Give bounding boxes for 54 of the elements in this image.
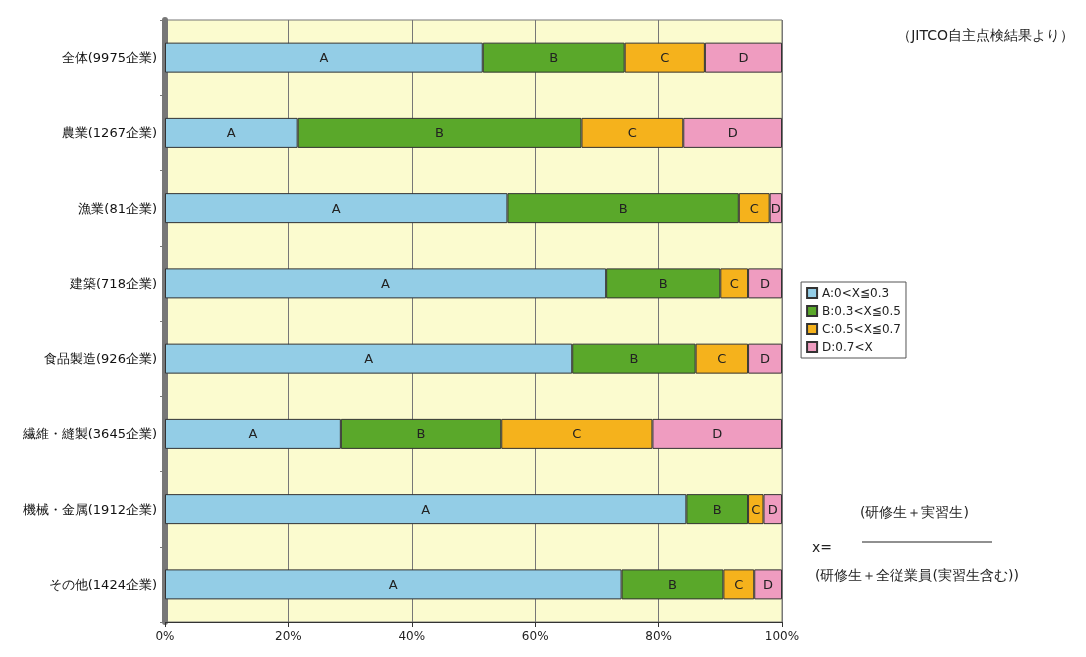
y-tick-label: 機械・金属(1912企業) <box>22 501 157 517</box>
data-label: B <box>549 50 559 66</box>
x-tick-label: 40% <box>398 629 426 643</box>
text: (研修生＋実習生) <box>860 504 969 520</box>
data-label: D <box>738 50 749 66</box>
x-tick-label: 60% <box>521 629 549 643</box>
data-label: D <box>770 200 781 216</box>
data-label: B <box>618 200 628 216</box>
text: (研修生＋全従業員(実習生含む)) <box>815 567 1019 583</box>
data-label: A <box>388 576 398 592</box>
data-label: B <box>629 351 639 367</box>
y-tick-label: 建築(718企業) <box>69 275 157 291</box>
data-label: B <box>668 576 677 592</box>
data-label: C <box>572 426 582 442</box>
data-label: A <box>319 50 329 66</box>
data-label: D <box>760 275 771 291</box>
data-label: A <box>364 351 374 367</box>
data-label: B <box>416 426 426 442</box>
y-tick-label: その他(1424企業) <box>48 576 157 592</box>
data-label: A <box>248 426 258 442</box>
data-label: D <box>767 501 778 517</box>
data-label: D <box>712 426 723 442</box>
data-label: A <box>381 275 391 291</box>
x-tick-label: 20% <box>275 629 302 643</box>
data-label: A <box>226 125 236 141</box>
data-label: D <box>763 576 774 592</box>
y-tick-label: 食品製造(926企業) <box>44 351 157 367</box>
data-label: B <box>435 125 445 141</box>
data-label: A <box>421 501 431 517</box>
x-tick-label: 100% <box>764 629 800 643</box>
data-label: D <box>727 125 738 141</box>
data-label: D <box>760 351 771 367</box>
data-label: C <box>729 275 739 291</box>
x-tick-label: 80% <box>645 629 672 643</box>
data-label: B <box>712 501 722 517</box>
data-label: A <box>331 200 341 216</box>
legend-label: C:0.5<X≦0.7 <box>822 322 901 336</box>
data-label: C <box>660 50 670 66</box>
y-tick-label: 繊維・縫製(3645企業) <box>21 426 157 442</box>
data-label: C <box>734 576 744 592</box>
data-label: C <box>751 501 761 517</box>
text: x= <box>812 539 833 555</box>
x-tick-label: 0% <box>155 629 175 643</box>
y-tick-label: 農業(1267企業) <box>61 125 157 141</box>
legend-label: B:0.3<X≦0.5 <box>822 304 901 318</box>
data-label: B <box>658 275 668 291</box>
data-label: C <box>749 200 759 216</box>
legend-label: A:0<X≦0.3 <box>822 286 890 300</box>
data-label: C <box>717 351 727 367</box>
y-tick-label: 全体(9975企業) <box>61 50 157 66</box>
text: （JITCO自主点検結果より） <box>897 27 1075 43</box>
data-label: C <box>627 125 637 141</box>
legend-label: D:0.7<X <box>822 340 873 354</box>
y-tick-label: 漁業(81企業) <box>78 200 157 216</box>
